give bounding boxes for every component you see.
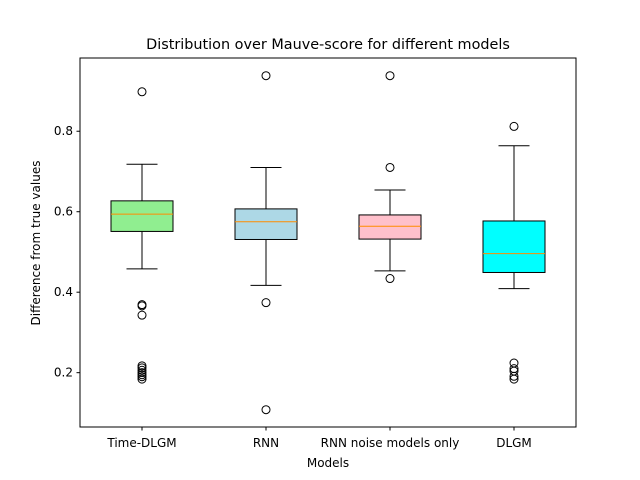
outlier-point bbox=[261, 71, 271, 81]
outlier-point bbox=[509, 374, 519, 384]
outlier-point bbox=[137, 363, 147, 373]
chart-title: Distribution over Mauve-score for differ… bbox=[146, 37, 510, 53]
x-tick-label: RNN bbox=[253, 436, 279, 450]
y-tick-label: 0.8 bbox=[54, 124, 73, 138]
axes-frame bbox=[79, 57, 577, 428]
box bbox=[110, 200, 174, 232]
y-tick-label: 0.6 bbox=[54, 205, 73, 219]
outlier-point bbox=[385, 71, 395, 81]
box bbox=[482, 220, 546, 273]
outlier-point bbox=[385, 162, 395, 172]
outlier-point bbox=[137, 372, 147, 382]
outlier-point bbox=[509, 371, 519, 381]
outlier-point bbox=[261, 298, 271, 308]
outlier-point bbox=[509, 121, 519, 131]
axes: 0.2 0.4 0.6 0.8 Time-DLGM RNN RNN noise models… bbox=[54, 57, 577, 450]
box-group-rnn bbox=[234, 71, 298, 415]
x-tick-label: RNN noise models only bbox=[321, 436, 460, 450]
plot-area bbox=[110, 71, 546, 415]
y-tick-label: 0.2 bbox=[54, 366, 73, 380]
x-axis-label: Models bbox=[307, 456, 349, 470]
outlier-point bbox=[137, 87, 147, 97]
outlier-point bbox=[137, 310, 147, 320]
outlier-point bbox=[385, 274, 395, 284]
outlier-point bbox=[261, 405, 271, 415]
y-tick-label: 0.4 bbox=[54, 285, 73, 299]
x-tick-label: Time-DLGM bbox=[106, 436, 176, 450]
box-group-rnn-noise-models-only bbox=[358, 71, 422, 284]
box bbox=[234, 208, 298, 240]
box-group-time-dlgm bbox=[110, 87, 174, 384]
outlier-point bbox=[137, 365, 147, 375]
box bbox=[358, 214, 422, 240]
x-tick-label: DLGM bbox=[496, 436, 532, 450]
outlier-point bbox=[137, 301, 147, 311]
y-axis-label: Difference from true values bbox=[29, 161, 43, 326]
outlier-point bbox=[137, 374, 147, 384]
box-group-dlgm bbox=[482, 121, 546, 384]
